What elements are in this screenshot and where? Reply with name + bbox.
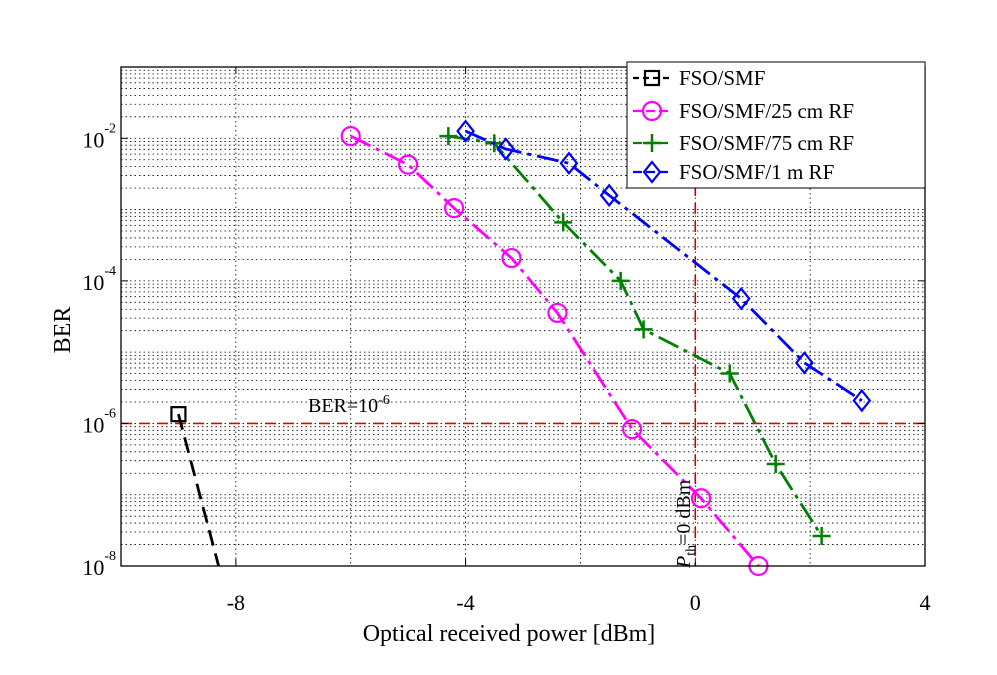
y-tick-label: 10-8 [82, 549, 116, 580]
annotations: BER=10-6 Pth=0 dBm [308, 393, 699, 569]
data-point [634, 320, 653, 339]
legend-symbol-25cm-rf [633, 100, 671, 122]
series-layer [170, 119, 872, 577]
legend-label-25cm-rf: FSO/SMF/25 cm RF [679, 99, 854, 123]
x-tick-label: -8 [227, 590, 245, 615]
series-line [448, 134, 823, 537]
legend-entry: FSO/SMF/75 cm RF [633, 131, 854, 155]
legend-marker [642, 160, 662, 184]
y-tick-label: 10-6 [82, 406, 116, 437]
data-point [170, 406, 187, 423]
data-point [496, 137, 516, 161]
legend-symbol-75cm-rf [633, 134, 671, 152]
series-2 [439, 127, 831, 546]
axis-ticks: -8 -4 0 4 10-8 10-6 10-4 10-2 [82, 67, 931, 615]
data-point [766, 455, 785, 474]
data-point [559, 151, 579, 175]
grid-lines [121, 67, 925, 566]
series-3 [456, 119, 872, 413]
series-line [465, 129, 863, 402]
data-point [547, 302, 568, 324]
data-point [439, 127, 458, 146]
legend-entry: FSO/SMF [633, 66, 765, 90]
x-axis-title: Optical received power [dBm] [363, 621, 656, 647]
y-axis-title: BER [50, 307, 76, 354]
data-point [340, 126, 361, 147]
data-point [852, 388, 872, 413]
legend: FSO/SMF FSO/SMF/25 cm RF FSO/SMF/75 cm R… [626, 61, 926, 189]
data-point [599, 183, 619, 208]
data-point [622, 419, 643, 440]
reference-lines [121, 185, 925, 566]
legend-label-fso-smf: FSO/SMF [679, 66, 765, 90]
data-point [443, 198, 465, 219]
data-point [554, 213, 573, 232]
power-threshold-label: Pth=0 dBm [673, 479, 699, 569]
ber-threshold-label: BER=10-6 [308, 393, 390, 417]
legend-marker [643, 69, 661, 87]
data-point [456, 119, 475, 143]
legend-symbol-1m-rf [633, 160, 671, 184]
legend-label-75cm-rf: FSO/SMF/75 cm RF [679, 131, 854, 155]
series-line [350, 134, 760, 567]
plot-frame [120, 66, 926, 567]
series-line [177, 413, 220, 567]
data-point [501, 247, 522, 269]
legend-entry: FSO/SMF/1 m RF [633, 160, 834, 184]
data-point [690, 488, 712, 509]
x-tick-label: -4 [456, 590, 474, 615]
legend-symbol-fso-smf [633, 69, 671, 87]
data-point [731, 286, 751, 311]
series-1 [340, 126, 769, 577]
data-point [611, 271, 630, 290]
data-point [398, 154, 419, 175]
legend-entry: FSO/SMF/25 cm RF [633, 99, 854, 123]
y-tick-label: 10-4 [82, 264, 116, 295]
legend-label-1m-rf: FSO/SMF/1 m RF [679, 160, 834, 184]
data-point [794, 351, 814, 375]
data-point [812, 527, 831, 546]
legend-box [626, 61, 926, 189]
data-point [720, 364, 739, 383]
legend-marker [643, 134, 661, 152]
series-0 [170, 406, 220, 567]
x-tick-label: 4 [920, 590, 931, 615]
x-tick-label: 0 [690, 590, 701, 615]
y-tick-label: 10-2 [82, 121, 116, 152]
legend-marker [641, 100, 663, 122]
